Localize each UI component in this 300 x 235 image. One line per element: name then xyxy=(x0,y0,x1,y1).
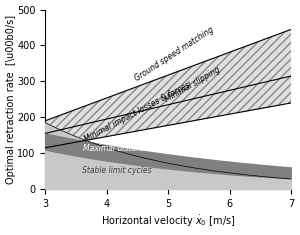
Text: Minimal impact losses & forces: Minimal impact losses & forces xyxy=(83,80,192,144)
Y-axis label: Optimal retraction rate  [\u00b0/s]: Optimal retraction rate [\u00b0/s] xyxy=(6,15,16,184)
Text: Stable limit cycles: Stable limit cycles xyxy=(82,166,152,175)
Text: Minimal slipping: Minimal slipping xyxy=(164,66,222,104)
X-axis label: Horizontal velocity $\dot{x}_0$ [m/s]: Horizontal velocity $\dot{x}_0$ [m/s] xyxy=(101,214,236,229)
Text: Ground speed matching: Ground speed matching xyxy=(133,26,215,83)
Text: Maximal disturbance rejection: Maximal disturbance rejection xyxy=(83,144,198,153)
Polygon shape xyxy=(45,29,291,148)
